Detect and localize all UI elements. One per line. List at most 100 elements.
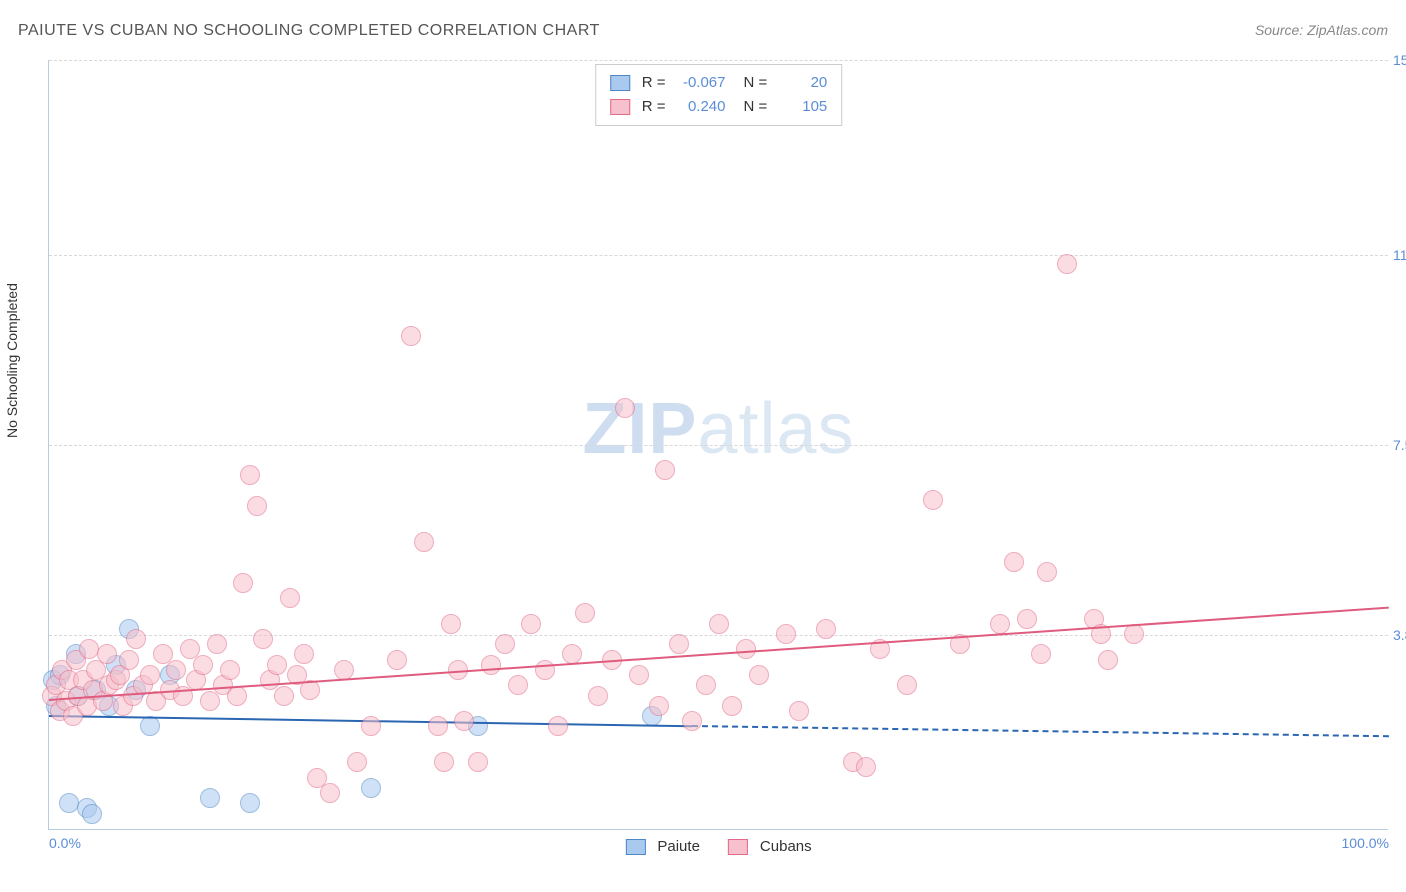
- data-point: [1031, 644, 1051, 664]
- y-tick-label: 11.2%: [1393, 247, 1406, 263]
- data-point: [468, 752, 488, 772]
- y-tick-label: 3.8%: [1393, 627, 1406, 643]
- data-point: [119, 650, 139, 670]
- data-point: [629, 665, 649, 685]
- y-axis-label: No Schooling Completed: [4, 283, 20, 438]
- data-point: [97, 644, 117, 664]
- n-label: N =: [744, 95, 768, 119]
- legend-label: Cubans: [760, 838, 812, 855]
- data-point: [82, 804, 102, 824]
- data-point: [1017, 609, 1037, 629]
- x-tick-label: 100.0%: [1342, 835, 1389, 851]
- data-point: [220, 660, 240, 680]
- data-point: [166, 660, 186, 680]
- data-point: [736, 639, 756, 659]
- gridline: [49, 60, 1388, 61]
- stats-legend-row: R = 0.240 N = 105: [610, 95, 828, 119]
- data-point: [294, 644, 314, 664]
- data-point: [789, 701, 809, 721]
- y-tick-label: 15.0%: [1393, 52, 1406, 68]
- legend-swatch: [728, 839, 748, 855]
- data-point: [240, 465, 260, 485]
- stats-legend-row: R = -0.067 N = 20: [610, 71, 828, 95]
- data-point: [434, 752, 454, 772]
- n-value: 20: [775, 71, 827, 95]
- data-point: [575, 603, 595, 623]
- data-point: [669, 634, 689, 654]
- y-tick-label: 7.5%: [1393, 437, 1406, 453]
- gridline: [49, 635, 1388, 636]
- gridline: [49, 255, 1388, 256]
- data-point: [722, 696, 742, 716]
- r-value: 0.240: [674, 95, 726, 119]
- data-point: [401, 326, 421, 346]
- data-point: [856, 757, 876, 777]
- data-point: [508, 675, 528, 695]
- r-label: R =: [642, 71, 666, 95]
- data-point: [1124, 624, 1144, 644]
- n-label: N =: [744, 71, 768, 95]
- chart-title: PAIUTE VS CUBAN NO SCHOOLING COMPLETED C…: [18, 22, 600, 40]
- data-point: [481, 655, 501, 675]
- data-point: [274, 686, 294, 706]
- data-point: [923, 490, 943, 510]
- legend-swatch: [625, 839, 645, 855]
- data-point: [320, 783, 340, 803]
- data-point: [414, 532, 434, 552]
- data-point: [588, 686, 608, 706]
- data-point: [776, 624, 796, 644]
- data-point: [140, 665, 160, 685]
- data-point: [495, 634, 515, 654]
- legend-swatch: [610, 75, 630, 91]
- legend-item: Paiute: [625, 838, 700, 855]
- n-value: 105: [775, 95, 827, 119]
- data-point: [334, 660, 354, 680]
- stats-legend: R = -0.067 N = 20 R = 0.240 N = 105: [595, 64, 843, 126]
- data-point: [347, 752, 367, 772]
- data-point: [548, 716, 568, 736]
- data-point: [816, 619, 836, 639]
- data-point: [233, 573, 253, 593]
- data-point: [280, 588, 300, 608]
- data-point: [240, 793, 260, 813]
- data-point: [990, 614, 1010, 634]
- legend-label: Paiute: [657, 838, 700, 855]
- gridline: [49, 445, 1388, 446]
- data-point: [696, 675, 716, 695]
- data-point: [267, 655, 287, 675]
- data-point: [897, 675, 917, 695]
- data-point: [749, 665, 769, 685]
- r-label: R =: [642, 95, 666, 119]
- data-point: [126, 629, 146, 649]
- source-credit: Source: ZipAtlas.com: [1255, 22, 1388, 38]
- legend-swatch: [610, 99, 630, 115]
- data-point: [361, 778, 381, 798]
- data-point: [140, 716, 160, 736]
- data-point: [441, 614, 461, 634]
- trend-line-dashed: [692, 725, 1389, 737]
- data-point: [200, 788, 220, 808]
- r-value: -0.067: [674, 71, 726, 95]
- x-tick-label: 0.0%: [49, 835, 81, 851]
- data-point: [1057, 254, 1077, 274]
- data-point: [193, 655, 213, 675]
- data-point: [1037, 562, 1057, 582]
- data-point: [253, 629, 273, 649]
- data-point: [428, 716, 448, 736]
- data-point: [615, 398, 635, 418]
- series-legend: Paiute Cubans: [625, 838, 811, 855]
- data-point: [1004, 552, 1024, 572]
- data-point: [655, 460, 675, 480]
- data-point: [1098, 650, 1118, 670]
- data-point: [454, 711, 474, 731]
- data-point: [521, 614, 541, 634]
- plot-area: ZIPatlas R =-0.067N =20R =0.240N =105 Pa…: [48, 60, 1388, 830]
- legend-item: Cubans: [728, 838, 812, 855]
- data-point: [682, 711, 702, 731]
- data-point: [247, 496, 267, 516]
- data-point: [649, 696, 669, 716]
- data-point: [535, 660, 555, 680]
- data-point: [709, 614, 729, 634]
- data-point: [361, 716, 381, 736]
- data-point: [387, 650, 407, 670]
